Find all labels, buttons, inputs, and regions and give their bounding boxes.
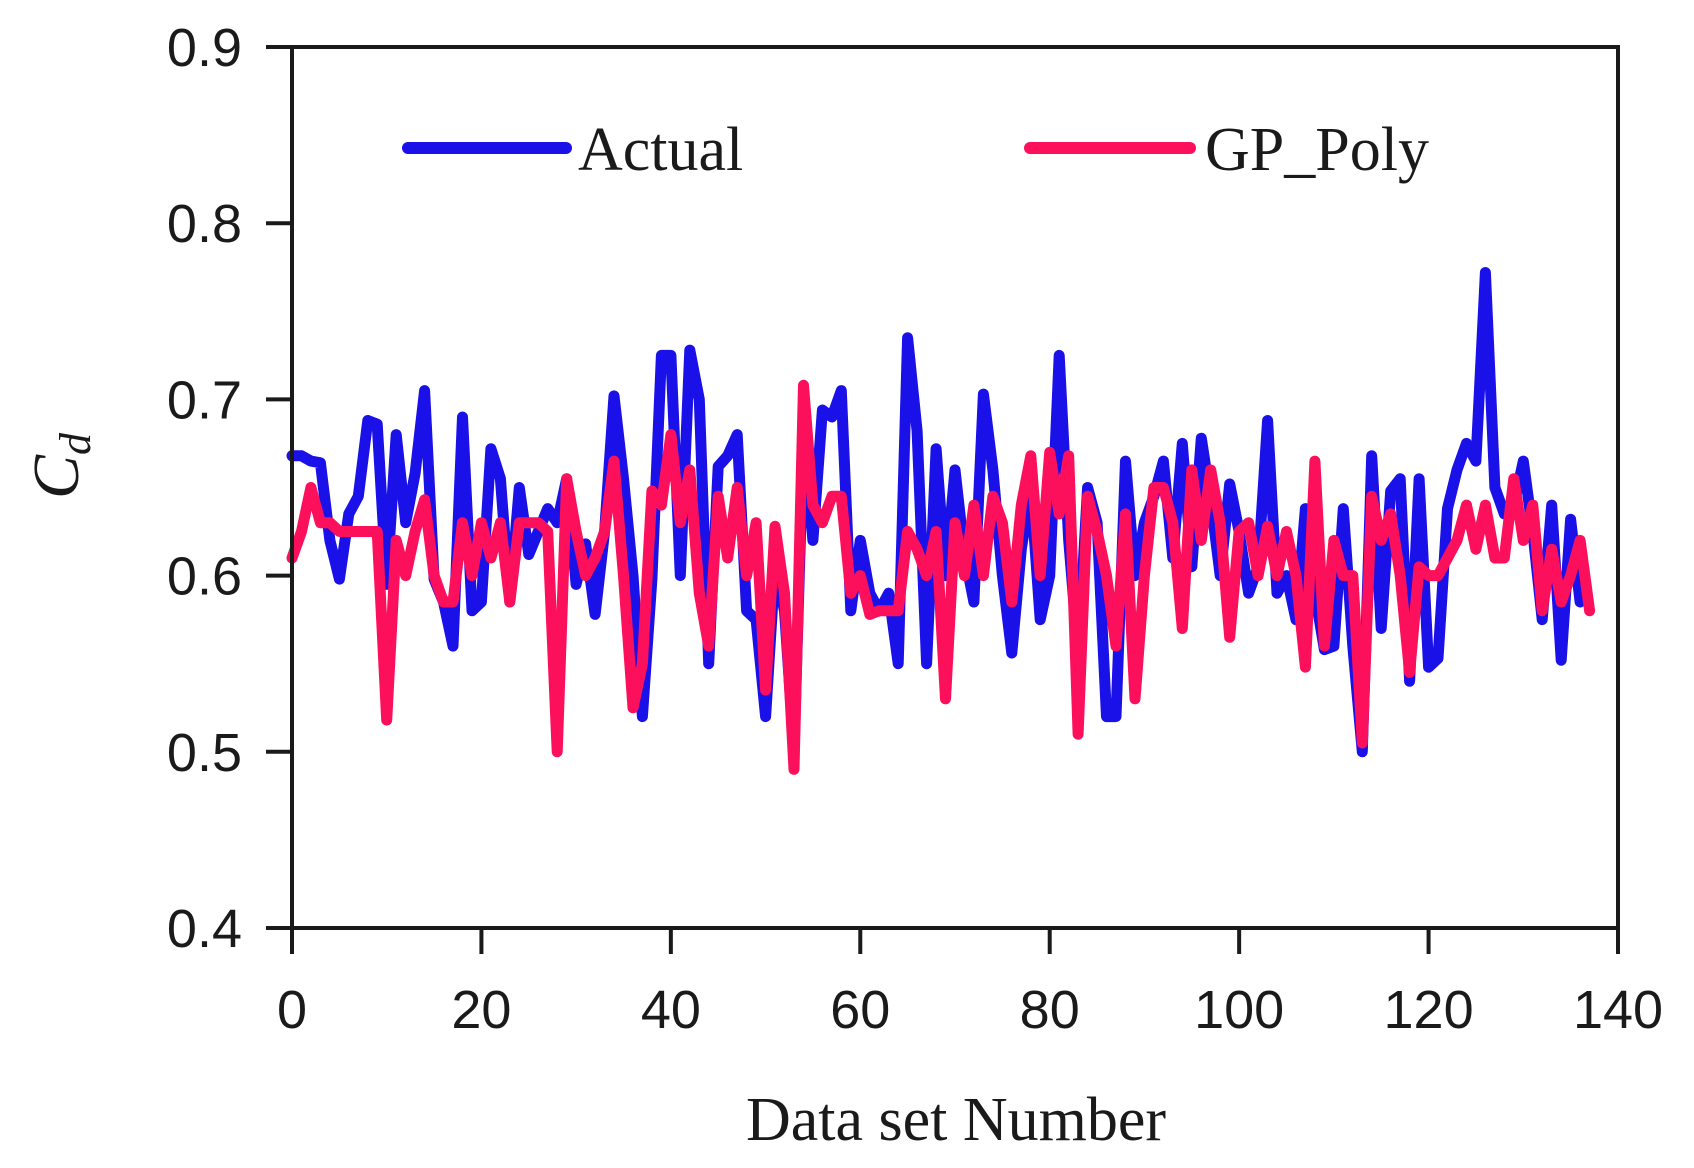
x-tick-label: 100 xyxy=(1194,980,1284,1040)
legend-item-gp-poly: GP_Poly xyxy=(1024,116,1429,184)
x-axis: 0 20 40 60 80 100 120 140 xyxy=(277,928,1663,1040)
legend-item-actual: Actual xyxy=(402,116,743,184)
series-layer xyxy=(286,267,1596,775)
x-tick-label: 0 xyxy=(277,980,307,1040)
y-tick-label: 0.5 xyxy=(167,723,242,783)
x-tick-label: 60 xyxy=(830,980,890,1040)
y-axis-title: Cd xyxy=(20,432,100,499)
legend-label: GP_Poly xyxy=(1205,116,1429,184)
x-tick-label: 140 xyxy=(1573,980,1663,1040)
legend-label: Actual xyxy=(578,116,743,184)
x-tick-label: 20 xyxy=(451,980,511,1040)
y-tick-label: 0.4 xyxy=(167,899,242,959)
y-tick-label: 0.8 xyxy=(167,194,242,254)
y-axis-title-main: C xyxy=(20,454,93,499)
plot-area-frame xyxy=(290,45,1620,930)
x-axis-title: Data set Number xyxy=(746,1086,1166,1154)
y-axis: 0.4 0.5 0.6 0.7 0.8 0.9 xyxy=(167,18,292,959)
x-tick-label: 40 xyxy=(641,980,701,1040)
x-tick-label: 120 xyxy=(1384,980,1474,1040)
y-tick-label: 0.9 xyxy=(167,18,242,78)
y-axis-title-subscript: d xyxy=(51,432,100,455)
x-tick-label: 80 xyxy=(1020,980,1080,1040)
legend: Actual GP_Poly xyxy=(402,116,1429,184)
series-line-gp-poly xyxy=(286,379,1596,775)
y-tick-label: 0.6 xyxy=(167,547,242,607)
y-tick-label: 0.7 xyxy=(167,370,242,430)
